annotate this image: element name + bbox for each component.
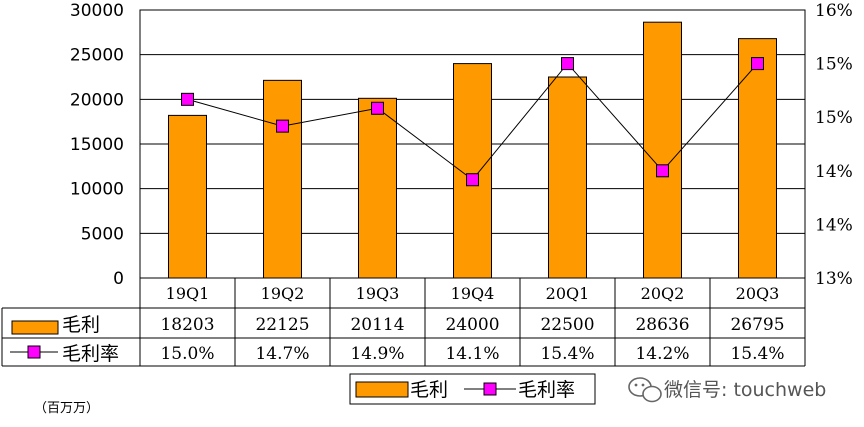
y-right-tick-label: 14% (815, 162, 853, 182)
y-right-tick-label: 15% (815, 55, 853, 75)
wechat-icon (628, 377, 662, 403)
bar (263, 79, 302, 279)
y-right-tick-label: 14% (815, 215, 853, 235)
y-right-tick-label: 15% (815, 108, 853, 128)
rate-marker (656, 164, 669, 178)
table-cell: 15.4% (540, 344, 594, 364)
bar-series (168, 21, 777, 279)
y-left-tick-label: 20000 (70, 90, 124, 110)
legend-label: 毛利 (410, 379, 448, 401)
y-left-tick-label: 30000 (70, 1, 124, 21)
legend-key-marker (483, 382, 497, 396)
plot-frame (139, 9, 806, 279)
bar (358, 97, 397, 279)
table-cell: 15.4% (730, 344, 784, 364)
y-left-tick-label: 15000 (70, 135, 124, 155)
y-left-tick-label: 0 (113, 269, 124, 289)
bar (453, 63, 492, 279)
bar (168, 114, 207, 279)
rate-marker (371, 101, 384, 115)
table-cell: 22125 (255, 315, 309, 335)
category-label: 20Q1 (546, 284, 590, 303)
unit-label: （百万万） (34, 401, 99, 416)
rate-marker (751, 57, 764, 71)
data-table: 19Q1 19Q2 19Q3 19Q4 20Q1 20Q2 20Q3 毛利 18203 22125… (1, 278, 806, 367)
rate-marker (561, 57, 574, 71)
y-right-tick-label: 16% (815, 1, 853, 21)
table-cell: 14.7% (255, 344, 309, 364)
table-cell: 14.1% (445, 344, 499, 364)
y-left-tick-label: 25000 (70, 46, 124, 66)
category-label: 19Q4 (451, 284, 495, 303)
bar (738, 38, 777, 279)
bar (548, 76, 587, 279)
table-cell: 26795 (730, 315, 784, 335)
legend: 毛利 毛利率 (349, 373, 596, 405)
category-label: 19Q2 (261, 284, 305, 303)
axes: 0 5000 10000 15000 20000 25000 30000 13% 14% 14% 1… (70, 1, 853, 289)
legend-key-bar (355, 381, 409, 398)
table-cell: 22500 (540, 315, 594, 335)
y-left-tick-label: 10000 (70, 180, 124, 200)
category-label: 19Q1 (166, 284, 210, 303)
category-label: 20Q3 (736, 284, 780, 303)
y-right-tick-label: 13% (815, 269, 853, 289)
rate-marker (276, 119, 289, 133)
table-cell: 28636 (635, 315, 689, 335)
category-label: 20Q2 (641, 284, 685, 303)
table-key-marker (27, 345, 41, 359)
watermark: 微信号: touchweb (628, 377, 826, 403)
rate-marker (181, 92, 194, 106)
table-cell: 20114 (350, 315, 404, 335)
table-cell: 14.2% (635, 344, 689, 364)
table-row-label: 毛利率 (62, 343, 119, 365)
legend-label: 毛利率 (518, 379, 575, 401)
table-cell: 14.9% (350, 344, 404, 364)
rate-marker (466, 173, 479, 187)
watermark-text: 微信号: touchweb (664, 379, 826, 401)
table-row-label: 毛利 (62, 314, 100, 336)
table-cell: 18203 (160, 315, 214, 335)
bar (643, 21, 682, 279)
table-cell: 24000 (445, 315, 499, 335)
table-key-bar (11, 320, 59, 335)
line-series (181, 57, 764, 187)
table-cell: 15.0% (160, 344, 214, 364)
category-label: 19Q3 (356, 284, 400, 303)
y-left-tick-label: 5000 (81, 224, 124, 244)
